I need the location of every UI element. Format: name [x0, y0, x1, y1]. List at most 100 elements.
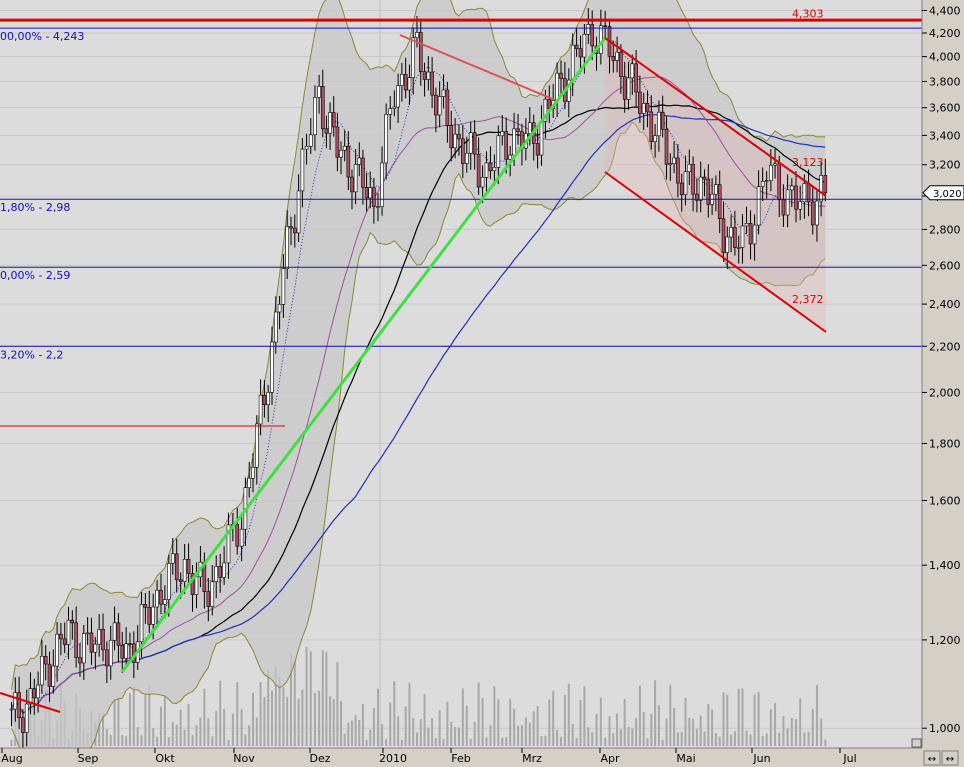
last-price-box — [922, 185, 964, 201]
volume-bar — [824, 739, 827, 746]
candle-body — [630, 63, 635, 79]
volume-bar — [175, 724, 178, 746]
candle-body — [89, 632, 94, 653]
candle-body — [167, 563, 171, 600]
candle-body — [773, 163, 777, 166]
fib-level-label: 3,20% - 2,2 — [0, 348, 63, 361]
candle-body — [504, 131, 509, 160]
candle-body — [785, 189, 790, 216]
volume-bar — [726, 694, 729, 746]
volume-bar — [163, 694, 166, 746]
candle-body — [496, 135, 501, 168]
volume-bar — [438, 710, 441, 746]
candle-body — [163, 599, 167, 605]
volume-bar — [343, 733, 346, 746]
volume-bar — [548, 699, 551, 746]
volume-bar — [365, 739, 368, 746]
candle-body — [277, 304, 282, 313]
candle-body — [500, 131, 505, 137]
volume-bar — [117, 696, 120, 746]
candle-body — [273, 311, 278, 343]
candle-body — [706, 178, 711, 205]
volume-bar — [354, 715, 357, 746]
x-axis-panel — [0, 748, 964, 767]
x-tick-label: Jul — [842, 752, 856, 765]
volume-bar — [497, 699, 500, 746]
candle-body — [74, 622, 78, 658]
candle-body — [384, 114, 388, 164]
candle-body — [725, 236, 730, 253]
volume-bar — [148, 686, 151, 746]
candle-body — [468, 132, 473, 154]
candle-body — [388, 108, 393, 115]
volume-bar — [199, 717, 202, 746]
candle-body — [488, 162, 493, 172]
volume-bar — [745, 730, 748, 746]
candle-body — [226, 524, 231, 564]
volume-bar — [552, 690, 555, 746]
candle-body — [676, 157, 680, 184]
early-trend-line — [0, 692, 61, 713]
candle-body — [672, 157, 676, 164]
horizontal-levels: 00,00% - 4,243 1,80% - 2,98 0,00% - 2,59 3,… — [0, 18, 922, 713]
volume-bar — [753, 694, 756, 746]
volume-bar — [274, 666, 277, 746]
candle-body — [729, 227, 733, 238]
volume-bar — [540, 736, 543, 746]
candle-body — [740, 225, 745, 248]
volume-bar — [786, 728, 789, 746]
candle-body — [82, 633, 86, 664]
candle-body — [346, 145, 351, 178]
resize-handle[interactable] — [911, 738, 922, 748]
candle-body — [781, 199, 786, 216]
y-axis-panel — [922, 0, 964, 767]
last-price-marker: 3,020 — [922, 185, 964, 201]
candle-body — [590, 24, 595, 47]
candle-body — [464, 152, 469, 164]
candle-body — [9, 708, 14, 711]
channel-upper-line — [604, 37, 827, 197]
volume-bar — [301, 689, 304, 746]
volume-bar — [741, 688, 744, 746]
zoom-in-button[interactable] — [941, 750, 959, 766]
candle-body — [210, 581, 215, 607]
last-price-label: 3,020 — [933, 189, 962, 200]
candle-body — [461, 138, 465, 164]
volume-bar — [404, 706, 407, 746]
volume-bar — [329, 695, 332, 746]
x-tick-label: Okt — [155, 752, 175, 765]
y-tick-label: 1,000 — [929, 722, 961, 735]
candle-body — [815, 200, 819, 226]
zoom-controls[interactable]: ↔ ↔ — [923, 750, 959, 766]
candle-body — [756, 186, 761, 226]
volume-bar — [567, 683, 570, 746]
volume-bar — [692, 719, 695, 746]
volume-bar — [372, 708, 375, 746]
candle-body — [535, 143, 540, 156]
candle-body — [657, 111, 661, 137]
volume-bar — [259, 681, 262, 746]
volume-bar — [536, 705, 539, 746]
volume-bar — [231, 713, 234, 746]
fib-level-label: 1,80% - 2,98 — [0, 201, 70, 214]
ma-blue — [10, 113, 826, 714]
candle-body — [449, 125, 454, 149]
candle-body — [296, 190, 301, 234]
annotations: 4,303 3,123 2,372 — [792, 7, 824, 306]
volume-bar — [619, 729, 622, 746]
zoom-out-icon: ↔ — [928, 754, 936, 765]
candle-body — [289, 226, 293, 229]
volume-bar — [223, 709, 226, 746]
volume-bar — [358, 719, 361, 746]
candle-body — [396, 85, 400, 108]
candle-body — [794, 185, 798, 210]
candle-body — [430, 71, 434, 96]
volume-bar — [152, 728, 155, 746]
y-tick-label: 2,200 — [929, 340, 961, 353]
candle-body — [339, 149, 343, 158]
candle-body — [457, 133, 461, 140]
volume-bar — [774, 702, 777, 746]
fib-level-label: 0,00% - 2,59 — [0, 269, 70, 282]
zoom-out-button[interactable] — [923, 750, 941, 766]
